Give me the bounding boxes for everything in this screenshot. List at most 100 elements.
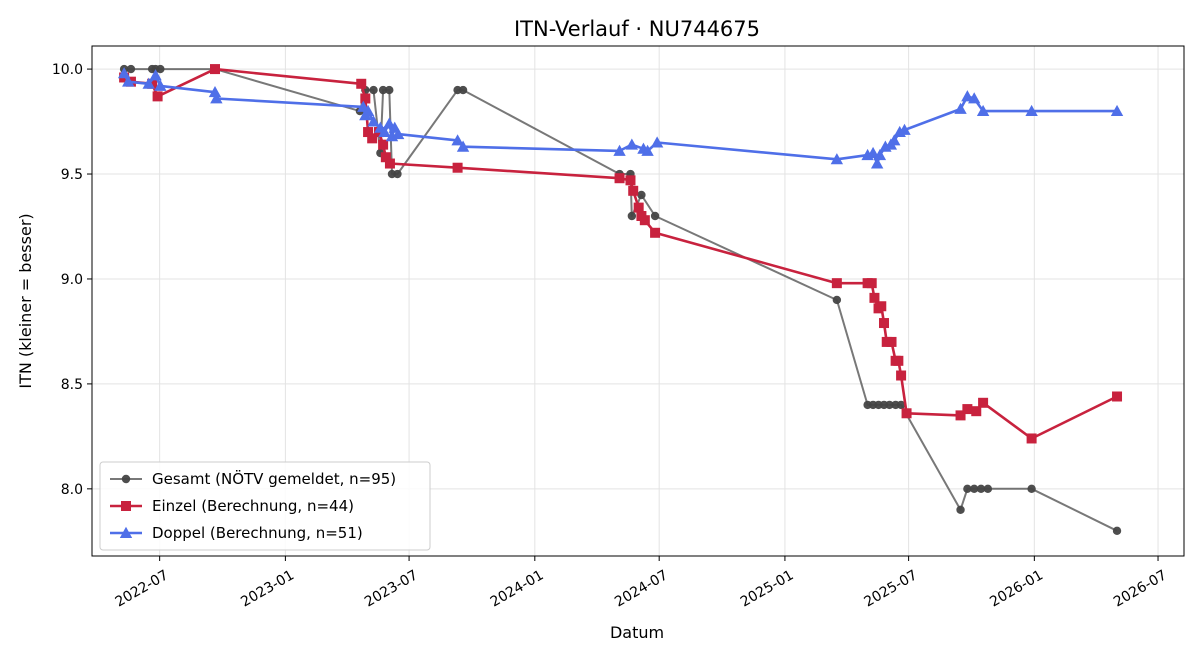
data-point	[156, 64, 165, 74]
y-tick-label: 9.5	[61, 167, 83, 183]
x-tick-label: 2024-01	[488, 567, 547, 610]
data-point	[898, 123, 911, 135]
data-point	[122, 75, 135, 87]
data-point	[627, 211, 637, 221]
y-tick-label: 10.0	[52, 62, 83, 78]
data-point	[613, 144, 626, 156]
data-point	[149, 69, 162, 81]
data-point	[650, 136, 664, 148]
legend-box	[99, 461, 431, 551]
legend-marker	[119, 526, 133, 538]
data-point	[879, 318, 890, 329]
data-point	[451, 134, 464, 146]
grid-layer	[92, 46, 1184, 556]
data-point	[456, 140, 470, 152]
data-point	[866, 146, 880, 158]
legend-label: Einzel (Berechnung, n=44)	[152, 497, 354, 515]
data-point	[983, 484, 993, 494]
data-point	[393, 169, 402, 179]
x-tick-label: 2022-07	[113, 567, 172, 610]
legend-label: Gesamt (NÖTV gemeldet, n=95)	[152, 469, 396, 488]
data-point	[832, 295, 842, 305]
data-point	[142, 77, 155, 89]
data-point	[896, 400, 906, 410]
data-point	[896, 370, 907, 381]
data-point	[367, 115, 380, 127]
y-axis-label: ITN (kleiner = besser)	[16, 213, 35, 388]
data-point	[1027, 484, 1036, 494]
data-point	[378, 139, 389, 150]
data-point	[1025, 104, 1038, 117]
data-point	[391, 127, 405, 140]
data-point	[210, 64, 221, 75]
data-point	[210, 92, 223, 104]
data-point	[452, 162, 463, 173]
legend-entry: Doppel (Berechnung, n=51)	[110, 524, 363, 542]
data-point	[873, 148, 887, 161]
data-point	[963, 484, 972, 494]
series-doppel	[117, 67, 1124, 169]
x-tick-label: 2026-01	[987, 567, 1046, 610]
data-point	[976, 104, 990, 117]
data-point	[1026, 433, 1037, 444]
data-point	[869, 292, 880, 303]
data-point	[152, 91, 163, 102]
chart-title: ITN-Verlauf · NU744675	[514, 17, 760, 41]
data-point	[363, 127, 374, 138]
data-point	[126, 64, 136, 74]
data-point	[961, 90, 974, 102]
data-point	[888, 134, 901, 146]
legend-label: Doppel (Berechnung, n=51)	[152, 524, 363, 542]
data-point	[378, 85, 388, 95]
legend: Gesamt (NÖTV gemeldet, n=95) Einzel (Bere…	[99, 461, 431, 551]
data-point	[154, 79, 167, 91]
data-point	[637, 190, 646, 200]
data-point	[367, 133, 378, 144]
data-point	[641, 144, 654, 156]
data-point	[901, 408, 912, 419]
data-point	[886, 336, 897, 347]
data-point	[962, 404, 973, 415]
data-point	[954, 102, 967, 114]
data-point	[650, 227, 661, 238]
data-point	[1110, 104, 1124, 117]
data-point	[978, 397, 989, 408]
legend-entry: Gesamt (NÖTV gemeldet, n=95)	[110, 469, 396, 488]
data-point	[380, 152, 391, 163]
series-layer	[117, 64, 1124, 536]
data-point	[971, 406, 982, 417]
data-point	[955, 410, 966, 421]
data-point	[885, 400, 894, 410]
x-tick-label: 2025-01	[738, 567, 797, 610]
y-tick-label: 8.5	[61, 377, 83, 393]
data-point	[968, 92, 981, 104]
data-point	[830, 153, 844, 165]
data-point	[369, 85, 378, 95]
data-point	[361, 104, 375, 117]
data-point	[831, 278, 842, 289]
legend-marker	[121, 501, 131, 511]
y-tick-label: 8.0	[61, 482, 83, 498]
data-point	[625, 138, 639, 150]
data-point	[650, 211, 660, 221]
data-point	[208, 85, 222, 98]
data-point	[976, 484, 986, 494]
series-line	[123, 67, 1118, 440]
legend-marker	[121, 474, 131, 484]
data-point	[970, 484, 979, 494]
data-point	[378, 125, 391, 138]
data-point	[956, 505, 965, 515]
data-point	[1112, 526, 1122, 536]
data-point	[639, 215, 650, 226]
series-einzel	[119, 64, 1123, 444]
data-point	[870, 157, 884, 169]
data-point	[360, 93, 371, 104]
data-point	[384, 158, 395, 169]
x-tick-label: 2023-07	[362, 567, 421, 610]
data-point	[893, 355, 904, 366]
y-tick-label: 9.0	[61, 272, 83, 288]
data-point	[383, 117, 396, 129]
x-tick-label: 2023-01	[238, 567, 297, 610]
x-tick-label: 2025-07	[862, 567, 921, 610]
